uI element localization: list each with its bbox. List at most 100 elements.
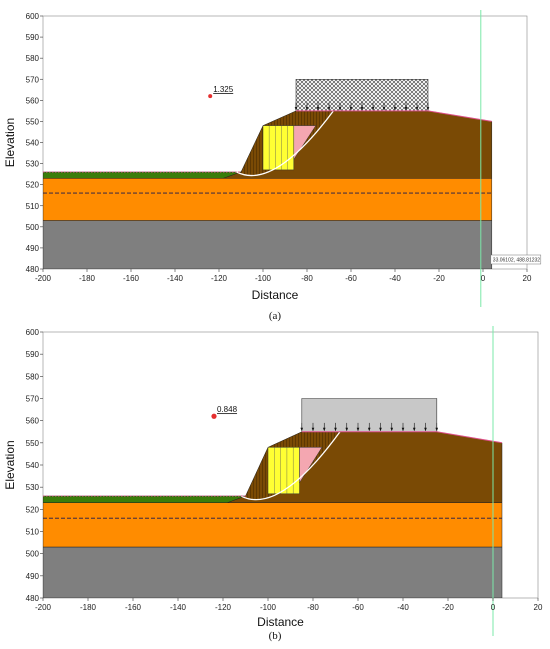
x-tick-label: -120 [211,274,228,283]
load-arrow-head [322,427,326,432]
y-tick-label: 600 [26,12,40,21]
y-tick-label: 540 [26,139,40,148]
y-tick-label: 550 [26,439,40,448]
load-arrow-head [311,427,315,432]
x-tick-label: -120 [215,603,232,612]
load-arrow-head [316,107,320,111]
load-arrow-head [349,107,353,111]
y-tick-label: 500 [26,550,40,559]
x-axis-label: Distance [257,615,304,629]
coordinate-readout-box [490,254,542,265]
load-arrow-head [426,107,430,111]
y-axis-label: Elevation [3,118,17,167]
x-tick-label: -40 [389,274,401,283]
y-axis-label: Elevation [3,440,17,489]
load-arrow-head [360,107,364,111]
x-tick-label: -80 [301,274,313,283]
load-arrow-head [338,107,342,111]
y-tick-label: 570 [26,395,40,404]
panel-caption: (b) [269,630,282,642]
y-tick-label: 490 [26,572,40,581]
soil-layers [43,398,503,598]
x-tick-label: -200 [35,274,52,283]
y-tick-label: 590 [26,350,40,359]
slip-surface-arc [236,110,334,177]
load-arrow-head [356,427,360,432]
x-tick-label: 20 [534,603,543,612]
y-tick-label: 590 [26,33,40,42]
y-tick-label: 560 [26,96,40,105]
y-tick-label: 560 [26,417,40,426]
topsoil-layer [43,495,246,503]
load-arrow-head [393,107,397,111]
load-arrow-head [382,107,386,111]
x-tick-label: 0 [481,274,486,283]
y-tick-label: 530 [26,483,40,492]
y-tick-label: 480 [26,594,40,603]
y-tick-label: 490 [26,244,40,253]
x-tick-label: -140 [170,603,187,612]
stone-column [267,447,300,495]
x-tick-label: -80 [307,603,319,612]
y-tick-label: 540 [26,461,40,470]
x-tick-label: -140 [167,274,184,283]
x-tick-label: -180 [79,274,96,283]
x-tick-label: -160 [125,603,142,612]
y-tick-label: 530 [26,160,40,169]
factor-of-safety-label: 0.848 [217,405,238,414]
x-tick-label: -100 [255,274,272,283]
slip-surface-arc [240,431,341,501]
foundation-layer [43,502,503,548]
factor-of-safety-label: 1.325 [213,85,234,94]
stone-column [262,125,295,171]
load-arrow-head [371,107,375,111]
y-tick-label: 500 [26,223,40,232]
coordinate-readout-text: 33.06102, 488.81232 [493,258,540,264]
y-tick-label: 580 [26,372,40,381]
load-arrow-head [390,427,394,432]
x-tick-label: 20 [523,274,532,283]
x-axis-label: Distance [252,288,299,302]
x-tick-label: 0 [491,603,496,612]
x-tick-label: -160 [123,274,140,283]
y-tick-label: 600 [26,328,40,337]
load-arrow-head [379,427,382,432]
slip-center-point [208,94,213,99]
load-arrow-head [424,427,427,432]
x-tick-label: -60 [345,274,357,283]
load-arrow-head [367,427,371,432]
x-tick-label: -60 [352,603,364,612]
slip-center-point [211,413,217,419]
load-arrow-head [415,107,419,111]
load-arrow-head [404,107,408,111]
y-tick-label: 570 [26,75,40,84]
y-tick-label: 550 [26,117,40,126]
load-arrow-head [401,427,405,432]
topsoil-layer [43,171,242,179]
chart-panel-a: -200 -180 -160 -140 -120 -100 -80 -60 -40 -20 0 204… [3,10,542,322]
load-arrow-head [300,427,304,432]
foundation-layer [43,178,493,221]
load-arrow-head [327,107,331,111]
panel-caption: (a) [269,310,282,322]
x-tick-label: -20 [433,274,445,283]
load-arrow-head [435,427,439,432]
y-tick-label: 580 [26,54,40,63]
load-arrow-head [305,107,309,111]
bedrock-layer [43,220,493,269]
load-arrow-head [345,427,349,432]
x-tick-label: -200 [35,603,52,612]
x-tick-label: -20 [442,603,454,612]
y-tick-label: 520 [26,181,40,190]
y-tick-label: 510 [26,202,40,211]
crest-surface-line [301,431,503,444]
load-arrow-head [412,427,416,432]
x-tick-label: -180 [80,603,97,612]
load-arrow-head [294,107,298,111]
x-tick-label: -40 [397,603,409,612]
chart-panel-b: -200 -180 -160 -140 -120 -100 -80 -60 -40 -20 0 204… [3,326,543,642]
bedrock-layer [43,546,503,598]
y-tick-label: 480 [26,265,40,274]
